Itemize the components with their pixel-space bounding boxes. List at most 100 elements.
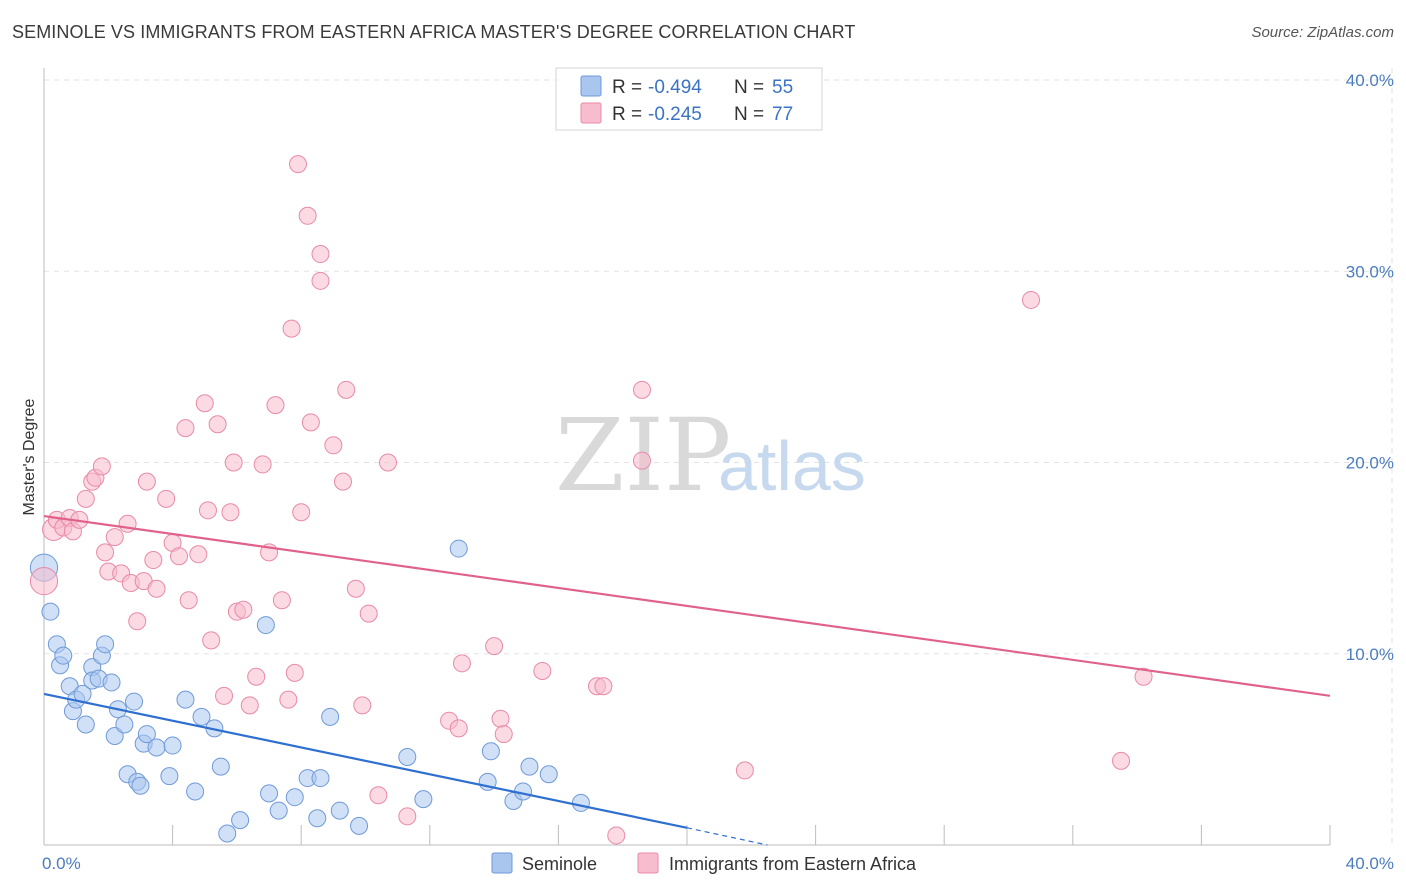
point-eastern-africa	[1022, 290, 1041, 309]
point-eastern-africa	[157, 489, 176, 508]
point-seminole	[131, 776, 150, 795]
stats-legend: R = -0.494 N = 55 R = -0.245 N = 77	[555, 67, 823, 131]
point-eastern-africa	[128, 612, 147, 631]
point-eastern-africa	[92, 457, 111, 476]
point-eastern-africa	[170, 547, 189, 566]
legend-swatch-eastern-africa	[637, 852, 659, 874]
trend-line-eastern-africa	[43, 514, 1331, 697]
legend-label-eastern-africa: Immigrants from Eastern Africa	[669, 854, 917, 874]
point-seminole	[218, 824, 237, 843]
point-seminole	[539, 765, 558, 784]
point-eastern-africa	[247, 667, 266, 686]
point-eastern-africa	[234, 600, 253, 619]
point-seminole	[256, 616, 275, 635]
point-eastern-africa	[333, 472, 352, 491]
point-seminole	[350, 816, 369, 835]
point-seminole	[125, 692, 144, 711]
point-eastern-africa	[301, 413, 320, 432]
point-eastern-africa	[285, 663, 304, 682]
point-seminole	[520, 757, 539, 776]
point-eastern-africa	[353, 696, 372, 715]
point-eastern-africa	[292, 503, 311, 522]
legend-r-label: R =	[612, 77, 642, 98]
point-eastern-africa	[195, 394, 214, 413]
point-seminole	[571, 793, 590, 812]
point-seminole	[311, 769, 330, 788]
point-eastern-africa	[533, 661, 552, 680]
point-eastern-africa	[253, 455, 272, 474]
point-seminole	[260, 784, 279, 803]
point-seminole	[160, 767, 179, 786]
y-tick-label: 40.0%	[1346, 71, 1394, 90]
point-seminole	[211, 757, 230, 776]
series-legend: Seminole Immigrants from Eastern Africa	[491, 852, 917, 874]
point-eastern-africa	[176, 419, 195, 438]
point-seminole	[76, 715, 95, 734]
point-eastern-africa	[1134, 667, 1153, 686]
point-seminole	[231, 811, 250, 830]
legend-swatch-seminole	[580, 75, 602, 97]
point-eastern-africa	[735, 761, 754, 780]
x-tick-label: 40.0%	[1346, 854, 1394, 873]
point-eastern-africa	[359, 604, 378, 623]
point-eastern-africa	[337, 380, 356, 399]
point-eastern-africa	[76, 489, 95, 508]
watermark: ZIP atlas	[555, 397, 866, 514]
point-eastern-africa	[279, 690, 298, 709]
point-eastern-africa	[288, 155, 307, 174]
point-eastern-africa	[198, 501, 217, 520]
legend-n-label: N =	[734, 77, 764, 98]
point-seminole	[285, 788, 304, 807]
point-eastern-africa	[224, 453, 243, 472]
legend-r-value: -0.494	[648, 77, 702, 98]
axes	[43, 68, 1331, 846]
legend-swatch-eastern-africa	[580, 102, 602, 124]
point-eastern-africa	[632, 451, 651, 470]
point-seminole	[186, 782, 205, 801]
point-eastern-africa	[311, 245, 330, 264]
point-eastern-africa	[632, 380, 651, 399]
point-eastern-africa	[1112, 751, 1131, 770]
point-eastern-africa	[240, 696, 259, 715]
point-eastern-africa	[607, 826, 626, 845]
point-eastern-africa	[189, 545, 208, 564]
point-eastern-africa	[491, 709, 510, 728]
point-eastern-africa	[324, 436, 343, 455]
point-seminole	[414, 790, 433, 809]
point-eastern-africa	[298, 206, 317, 225]
y-tick-label: 20.0%	[1346, 454, 1394, 473]
point-eastern-africa	[494, 725, 513, 744]
point-seminole	[137, 725, 156, 744]
point-seminole	[54, 646, 73, 665]
point-seminole	[398, 748, 417, 767]
point-seminole	[192, 707, 211, 726]
point-seminole	[321, 707, 340, 726]
point-eastern-africa	[208, 415, 227, 434]
legend-swatch-seminole	[491, 852, 513, 874]
x-tick-label: 0.0%	[42, 854, 81, 873]
legend-r-label: R =	[612, 104, 642, 125]
point-eastern-africa	[311, 271, 330, 290]
point-seminole	[269, 801, 288, 820]
point-eastern-africa	[144, 551, 163, 570]
legend-n-value: 77	[772, 104, 793, 125]
point-eastern-africa	[137, 472, 156, 491]
data-points	[29, 155, 1153, 845]
point-seminole	[330, 801, 349, 820]
point-seminole	[481, 742, 500, 761]
point-seminole	[163, 736, 182, 755]
point-seminole	[449, 539, 468, 558]
point-seminole	[147, 738, 166, 757]
point-seminole	[105, 726, 124, 745]
point-eastern-africa	[485, 637, 504, 656]
point-eastern-africa	[369, 786, 388, 805]
point-eastern-africa	[29, 566, 59, 596]
point-eastern-africa	[96, 543, 115, 562]
trend-line-seminole-extension	[686, 827, 768, 846]
point-eastern-africa	[179, 591, 198, 610]
point-seminole	[176, 690, 195, 709]
chart-title: SEMINOLE VS IMMIGRANTS FROM EASTERN AFRI…	[12, 22, 856, 42]
point-seminole	[115, 715, 134, 734]
legend-n-label: N =	[734, 104, 764, 125]
